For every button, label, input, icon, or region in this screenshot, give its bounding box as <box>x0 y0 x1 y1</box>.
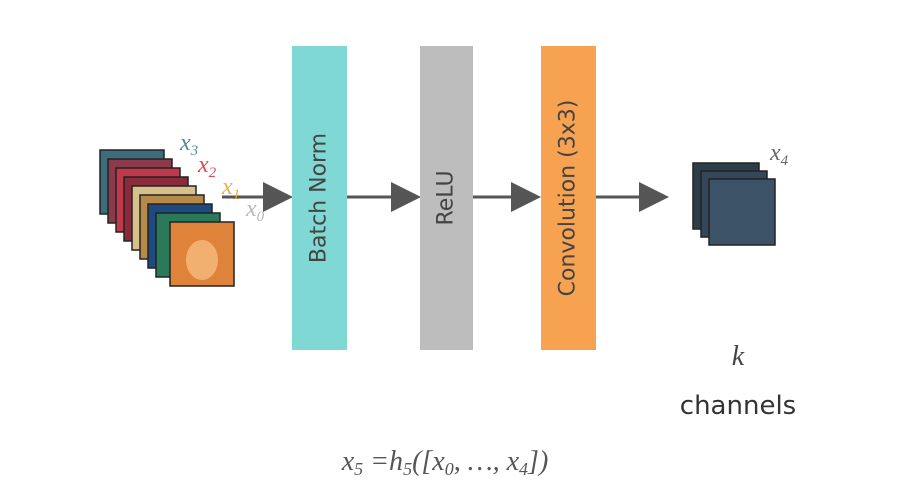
diagram: x4 k channels x5 =h5([x0, …, x4]) x3x2x1… <box>0 0 903 488</box>
input-label: x0 <box>245 196 265 225</box>
input-label-base: x <box>221 174 233 200</box>
feature-map <box>709 179 775 245</box>
cat <box>186 240 218 280</box>
output-stack <box>693 163 775 245</box>
input-label: x3 <box>179 130 198 159</box>
input-label-sub: 2 <box>209 165 217 181</box>
formula-sub: 5 <box>403 459 412 479</box>
input-label-base: x <box>179 130 191 156</box>
formula-sub: 4 <box>519 459 528 479</box>
layer-label: Convolution (3x3) <box>556 100 581 297</box>
formula-sub: 5 <box>354 459 363 479</box>
input-label-sub: 0 <box>257 209 265 225</box>
input-label-sub: 3 <box>190 143 199 159</box>
layer-label: Batch Norm <box>307 133 332 263</box>
formula: x5 =h5([x0, …, x4]) <box>341 446 549 479</box>
k-label: k <box>732 341 745 372</box>
input-label: x2 <box>197 152 217 181</box>
formula-text: ([x <box>412 446 445 477</box>
formula-text: =h <box>363 446 403 477</box>
input-label-sub: 1 <box>233 187 241 203</box>
formula-sub: 0 <box>445 459 454 479</box>
input-label-base: x <box>245 196 257 222</box>
input-label: x1 <box>221 174 240 203</box>
formula-text: x <box>341 446 355 477</box>
layer-label: ReLU <box>434 170 459 225</box>
input-label-base: x <box>197 152 209 178</box>
formula-text: , …, x <box>454 446 520 477</box>
output-label: x4 <box>769 140 789 169</box>
channels-label: channels <box>680 391 796 421</box>
formula-text: ]) <box>527 446 548 477</box>
